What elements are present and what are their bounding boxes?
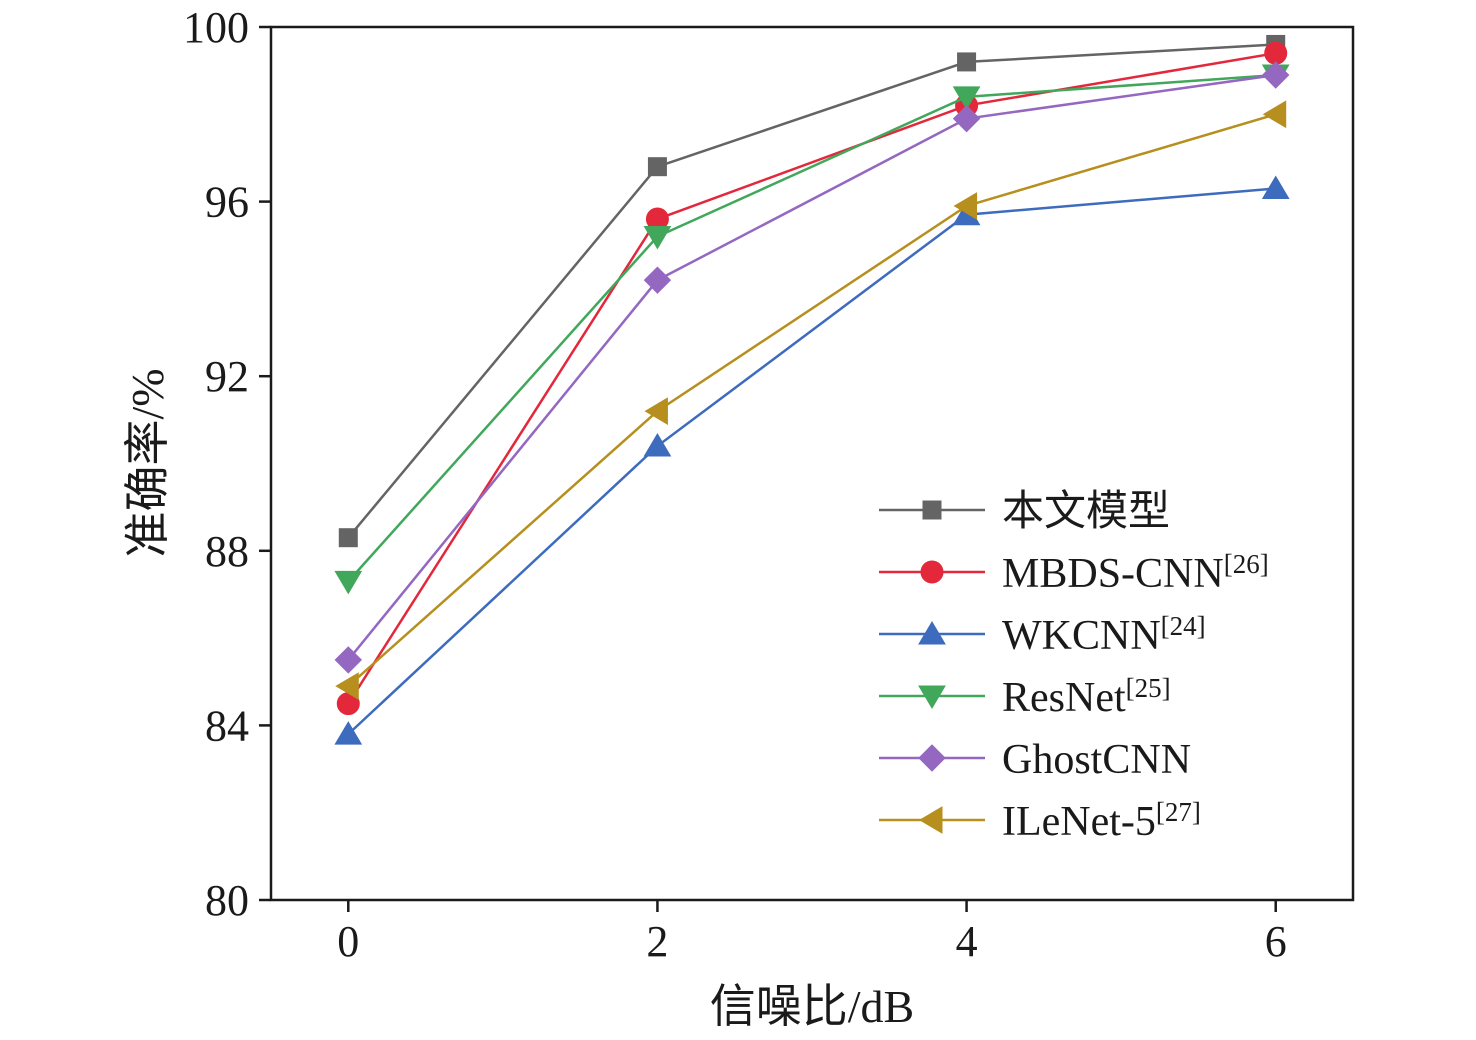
legend-label: MBDS-CNN[26] (1002, 549, 1269, 597)
series-5 (335, 100, 1287, 700)
legend-series-name: MBDS-CNN (1002, 551, 1224, 597)
legend-series-name: 本文模型 (1002, 488, 1170, 535)
y-tick-label: 88 (205, 527, 249, 576)
y-tick-label: 80 (205, 876, 249, 925)
legend-entry: ResNet[25] (879, 673, 1171, 721)
series-line (347, 113, 1277, 688)
legend-series-name: ResNet (1002, 675, 1126, 721)
series-line (347, 187, 1276, 736)
legend-label: 本文模型 (1002, 488, 1170, 535)
legend-label: ResNet[25] (1002, 673, 1171, 721)
y-tick-label: 92 (205, 352, 249, 401)
series-line (347, 73, 1276, 583)
y-axis-title: 准确率/% (122, 368, 173, 557)
axis-ticks: 80 84 88 92 96 100 0 2 4 6 (183, 3, 1287, 966)
data-point (334, 570, 363, 595)
legend-marker (920, 560, 944, 584)
plot-frame (269, 25, 1355, 902)
legend-citation: [24] (1161, 611, 1206, 641)
data-point (1264, 41, 1288, 65)
legend-marker (918, 621, 946, 645)
legend-citation: [26] (1224, 549, 1269, 579)
data-point (334, 646, 362, 674)
legend-series-name: GhostCNN (1002, 737, 1191, 783)
data-point (957, 52, 977, 72)
legend-marker (918, 685, 946, 709)
legend-entry: 本文模型 (879, 488, 1170, 535)
data-point (335, 672, 359, 700)
data-point (338, 528, 358, 548)
legend-entry: ILeNet-5[27] (879, 797, 1201, 845)
data-point (643, 266, 672, 294)
x-tick-label: 4 (956, 917, 978, 966)
legend-label: GhostCNN (1002, 737, 1191, 783)
data-point (1262, 61, 1290, 89)
x-axis-title: 信噪比/dB (710, 981, 914, 1032)
legend-label: ILeNet-5[27] (1002, 797, 1201, 845)
data-point (643, 226, 672, 250)
data-point (643, 433, 672, 457)
legend-series-name: ILeNet-5 (1002, 799, 1156, 845)
legend-label: WKCNN[24] (1002, 611, 1206, 659)
series-2 (334, 175, 1290, 745)
data-point (952, 86, 981, 110)
series-0 (338, 34, 1286, 548)
data-point (1261, 175, 1290, 200)
x-tick-label: 0 (337, 917, 359, 966)
legend-marker (918, 744, 946, 772)
legend: 本文模型 MBDS-CNN[26] WKCNN[24] ResNet[25] Ghost… (879, 488, 1269, 845)
legend-marker (922, 500, 942, 520)
legend-citation: [27] (1156, 797, 1201, 827)
series-line (347, 43, 1276, 539)
x-tick-label: 6 (1265, 917, 1287, 966)
series-4 (334, 61, 1290, 674)
legend-series-name: WKCNN (1002, 613, 1161, 659)
y-tick-label: 84 (205, 701, 249, 750)
data-point (334, 721, 363, 745)
legend-entry: MBDS-CNN[26] (879, 549, 1269, 597)
legend-entry: WKCNN[24] (879, 611, 1206, 659)
data-point (647, 157, 667, 177)
data-point (953, 192, 978, 220)
data-point (1262, 100, 1287, 129)
x-tick-label: 2 (646, 917, 668, 966)
legend-citation: [25] (1126, 673, 1171, 703)
series-line (347, 51, 1276, 705)
data-point (952, 104, 981, 133)
series-layer (334, 34, 1290, 745)
data-point (644, 397, 668, 425)
legend-marker (919, 806, 943, 834)
legend-entry: GhostCNN (879, 737, 1191, 783)
series-line (347, 73, 1276, 661)
y-tick-label: 96 (205, 178, 249, 227)
y-tick-label: 100 (183, 3, 249, 52)
